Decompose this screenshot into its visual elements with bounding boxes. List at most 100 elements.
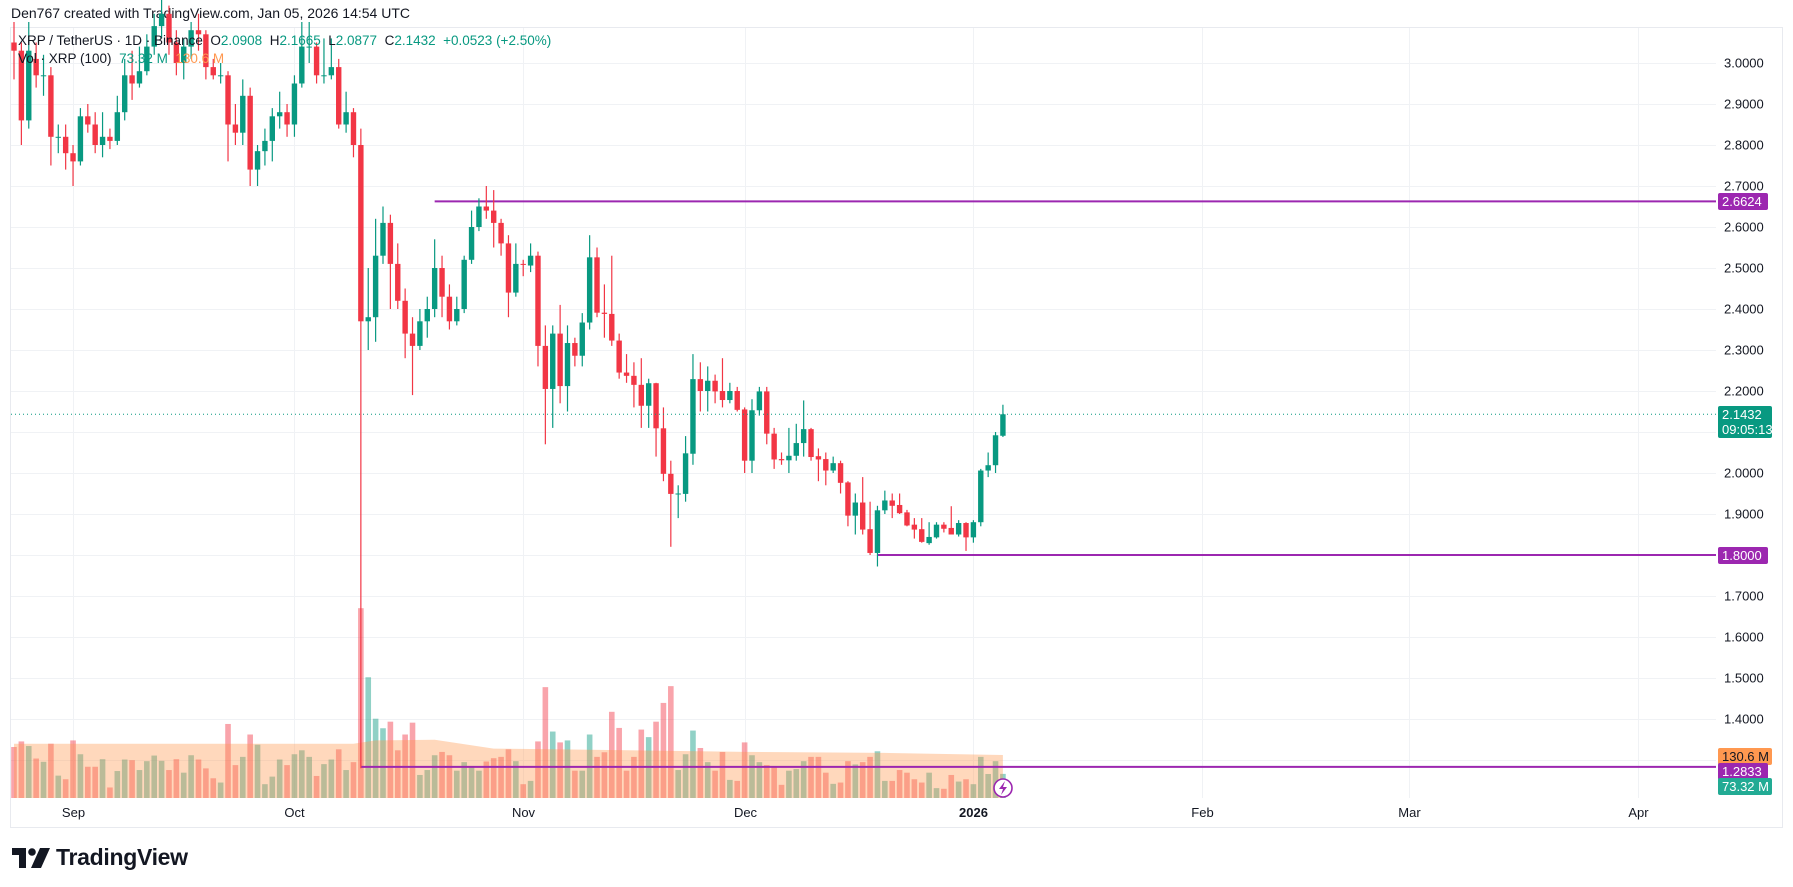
- high-label: H: [269, 33, 280, 48]
- candle-body: [269, 116, 275, 141]
- candle-body: [114, 112, 121, 141]
- candle-body: [601, 312, 608, 314]
- volume-bar: [232, 765, 239, 798]
- time-axis-label: 2026: [959, 805, 988, 820]
- candle-body: [985, 465, 991, 471]
- candle-body: [513, 263, 519, 293]
- volume-bar: [823, 772, 829, 798]
- volume-bar: [48, 743, 54, 798]
- candle-body: [173, 42, 180, 63]
- candle-body: [328, 67, 335, 76]
- volume-bar: [535, 741, 541, 798]
- candle-body: [431, 268, 438, 309]
- symbol-legend[interactable]: XRP / TetherUS · 1D · Binance O2.0908 H2…: [18, 33, 551, 48]
- volume-tag: 73.32 M: [1718, 778, 1772, 795]
- volume-bar: [631, 756, 637, 798]
- candle-body: [387, 222, 394, 264]
- time-axis-label: Feb: [1191, 805, 1214, 820]
- volume-bar: [557, 742, 563, 798]
- support-price-tag: 1.8000: [1718, 547, 1768, 564]
- volume-legend[interactable]: Vol · XRP (100) 73.32 M 130.6 M: [18, 51, 224, 66]
- volume-bar: [33, 758, 39, 798]
- volume-bar: [343, 770, 349, 798]
- volume-bar: [601, 752, 608, 798]
- volume-bar: [461, 762, 467, 798]
- candle-body: [756, 391, 763, 411]
- volume-bar: [299, 750, 305, 798]
- candle-body: [764, 391, 770, 434]
- tradingview-logo[interactable]: TradingView: [12, 844, 188, 871]
- price-axis-label: 2.5000: [1724, 260, 1764, 276]
- candle-body: [594, 257, 600, 313]
- candle-body: [225, 75, 231, 125]
- volume-bar: [520, 784, 527, 798]
- close-value: 2.1432: [394, 33, 436, 48]
- volume-bar: [579, 770, 586, 798]
- volume-bar: [926, 772, 932, 798]
- volume-bar: [963, 779, 969, 798]
- open-label: O: [210, 33, 221, 48]
- price-axis-label: 2.3000: [1724, 342, 1764, 358]
- volume-bar: [911, 779, 918, 798]
- candle-body: [778, 459, 785, 461]
- candle-body: [48, 75, 54, 137]
- candle-body: [380, 222, 386, 256]
- volume-bar: [328, 759, 335, 798]
- candle-body: [852, 502, 859, 516]
- volume-bar: [365, 677, 372, 798]
- volume-bar: [859, 762, 866, 798]
- low-value: 2.0877: [335, 33, 378, 48]
- volume-bar: [564, 740, 571, 798]
- high-value: 2.1665: [279, 33, 321, 48]
- volume-bar: [955, 781, 962, 798]
- volume-bar: [749, 755, 755, 798]
- volume-bar: [808, 756, 814, 798]
- volume-bar: [335, 749, 342, 798]
- candle-body: [705, 380, 711, 391]
- candle-body: [823, 459, 829, 471]
- candle-body: [336, 67, 342, 125]
- candle-body: [749, 410, 755, 461]
- candle-body: [889, 500, 895, 506]
- candle-body: [830, 463, 836, 471]
- volume-bar: [771, 767, 777, 798]
- price-axis-label: 2.8000: [1724, 137, 1764, 153]
- candle-body: [99, 136, 106, 145]
- volume-bar: [918, 782, 925, 798]
- candle-body: [343, 112, 349, 125]
- candle-body: [727, 391, 733, 401]
- volume-bar: [409, 722, 416, 798]
- volume-bar: [941, 788, 947, 798]
- candle-body: [896, 504, 903, 514]
- candle-body: [645, 383, 652, 406]
- candle-body: [564, 343, 571, 387]
- candle-body: [424, 309, 430, 322]
- volume-bar: [734, 780, 741, 798]
- volume-bar: [431, 755, 438, 798]
- candle-body: [247, 95, 253, 170]
- price-axis-label: 2.7000: [1724, 178, 1764, 194]
- candle-body: [468, 227, 475, 260]
- candle-body: [970, 522, 977, 538]
- lightning-icon[interactable]: [993, 778, 1013, 798]
- candle-body: [1000, 414, 1006, 436]
- volume-bar: [454, 770, 460, 798]
- candles: [11, 0, 1006, 769]
- candle-body: [697, 379, 704, 391]
- candle-body: [254, 151, 261, 170]
- volume-ma-tag: 130.6 M: [1718, 748, 1772, 765]
- volume-bar: [786, 770, 792, 798]
- volume-bar: [616, 727, 622, 798]
- candle-body: [395, 263, 401, 301]
- candle-body: [439, 268, 445, 297]
- volume-bar: [306, 756, 312, 798]
- candle-body: [941, 524, 947, 529]
- candle-body: [719, 391, 726, 401]
- candle-body: [631, 375, 637, 385]
- volume-bar: [882, 780, 888, 798]
- volume-ma-area: [14, 739, 1003, 798]
- candle-body: [107, 136, 113, 141]
- candle-body: [557, 333, 563, 387]
- volume-bar: [800, 761, 807, 798]
